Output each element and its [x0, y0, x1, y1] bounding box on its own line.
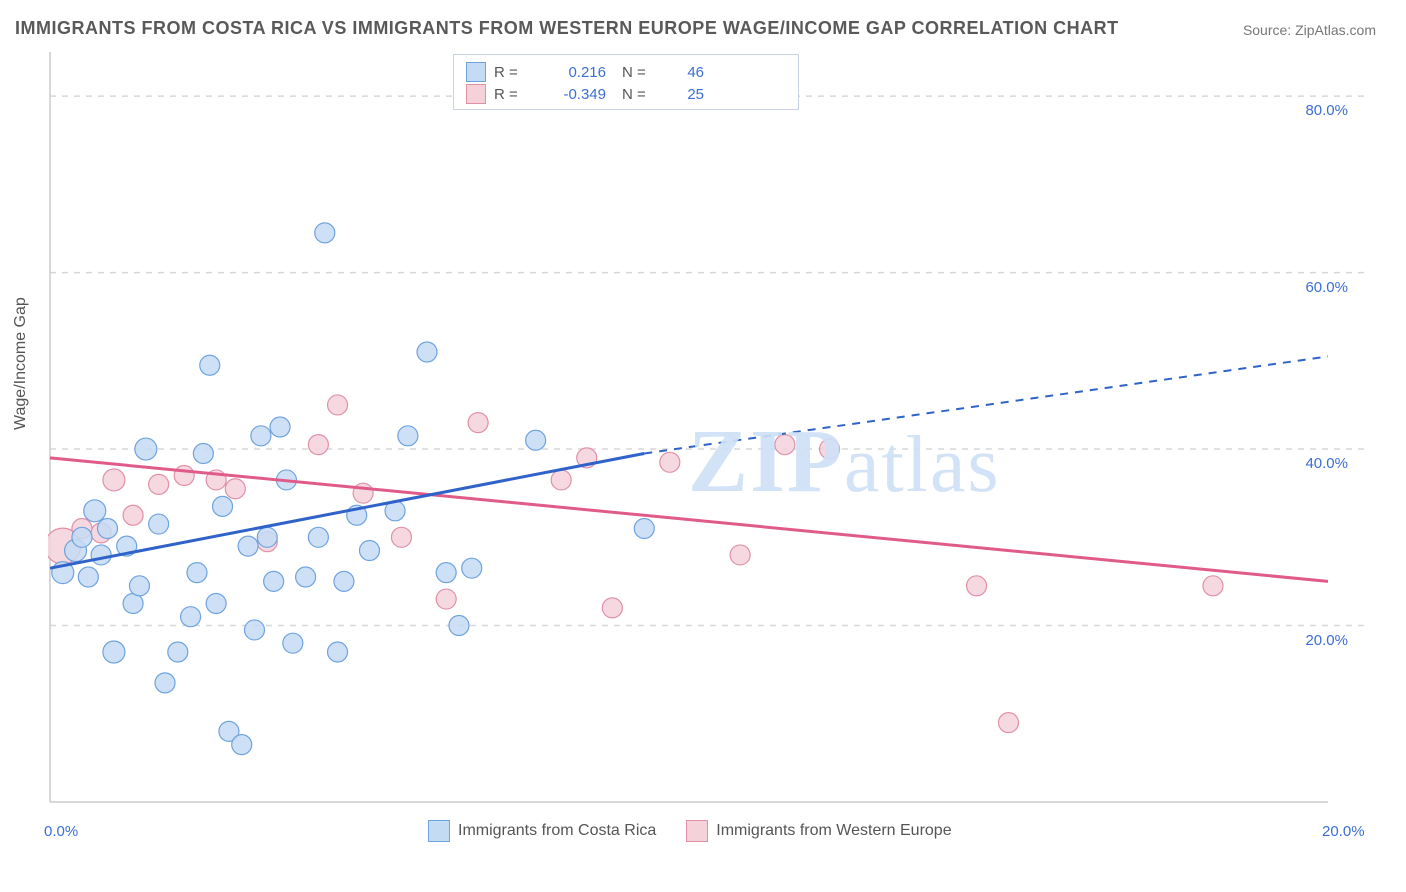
scatter-point	[999, 713, 1019, 733]
scatter-plot	[48, 50, 1368, 830]
scatter-point	[225, 479, 245, 499]
x-tick-label: 0.0%	[44, 823, 78, 840]
scatter-point	[244, 620, 264, 640]
scatter-point	[174, 466, 194, 486]
scatter-point	[308, 527, 328, 547]
legend-series: Immigrants from Costa Rica Immigrants fr…	[428, 820, 952, 842]
legend-correlation: R = 0.216 N = 46 R = -0.349 N = 25	[453, 54, 799, 110]
scatter-point	[449, 616, 469, 636]
y-tick-label: 60.0%	[1305, 279, 1348, 296]
scatter-point	[334, 571, 354, 591]
scatter-point	[72, 527, 92, 547]
chart-frame: ZIPatlas R = 0.216 N = 46 R = -0.349 N =…	[48, 50, 1368, 830]
scatter-point	[238, 536, 258, 556]
scatter-point	[103, 469, 125, 491]
y-axis-label: Wage/Income Gap	[12, 297, 30, 430]
scatter-point	[257, 527, 277, 547]
legend-label: Immigrants from Costa Rica	[458, 822, 656, 840]
scatter-point	[251, 426, 271, 446]
scatter-point	[308, 435, 328, 455]
scatter-point	[123, 593, 143, 613]
legend-n-label: N =	[622, 86, 656, 103]
scatter-point	[135, 438, 157, 460]
legend-r-value: -0.349	[536, 86, 606, 103]
scatter-point	[200, 355, 220, 375]
scatter-point	[187, 563, 207, 583]
scatter-point	[149, 514, 169, 534]
scatter-point	[360, 541, 380, 561]
scatter-point	[283, 633, 303, 653]
y-tick-label: 80.0%	[1305, 102, 1348, 119]
scatter-point	[328, 642, 348, 662]
scatter-point	[775, 435, 795, 455]
scatter-point	[168, 642, 188, 662]
scatter-point	[398, 426, 418, 446]
scatter-point	[436, 563, 456, 583]
scatter-point	[103, 641, 125, 663]
scatter-point	[328, 395, 348, 415]
scatter-point	[417, 342, 437, 362]
scatter-point	[98, 518, 118, 538]
scatter-point	[660, 452, 680, 472]
legend-n-value: 46	[664, 64, 704, 81]
legend-n-value: 25	[664, 86, 704, 103]
scatter-point	[1203, 576, 1223, 596]
scatter-point	[391, 527, 411, 547]
scatter-point	[730, 545, 750, 565]
scatter-point	[462, 558, 482, 578]
scatter-point	[967, 576, 987, 596]
legend-r-label: R =	[494, 64, 528, 81]
scatter-point	[91, 545, 111, 565]
legend-item: Immigrants from Western Europe	[686, 820, 951, 842]
scatter-point	[264, 571, 284, 591]
legend-swatch	[686, 820, 708, 842]
legend-swatch	[466, 84, 486, 104]
scatter-point	[78, 567, 98, 587]
scatter-point	[634, 518, 654, 538]
scatter-point	[181, 607, 201, 627]
scatter-point	[193, 443, 213, 463]
legend-r-value: 0.216	[536, 64, 606, 81]
y-tick-label: 40.0%	[1305, 455, 1348, 472]
y-tick-label: 20.0%	[1305, 632, 1348, 649]
scatter-point	[315, 223, 335, 243]
legend-row: R = -0.349 N = 25	[466, 83, 786, 105]
source-label: Source: ZipAtlas.com	[1243, 22, 1376, 38]
scatter-point	[270, 417, 290, 437]
scatter-point	[296, 567, 316, 587]
scatter-point	[149, 474, 169, 494]
scatter-point	[602, 598, 622, 618]
x-tick-label: 20.0%	[1322, 823, 1365, 840]
legend-item: Immigrants from Costa Rica	[428, 820, 656, 842]
scatter-point	[526, 430, 546, 450]
scatter-point	[129, 576, 149, 596]
trend-line-extrapolated	[644, 356, 1328, 453]
trend-line	[50, 458, 1328, 582]
scatter-point	[84, 500, 106, 522]
legend-swatch	[428, 820, 450, 842]
scatter-point	[551, 470, 571, 490]
legend-swatch	[466, 62, 486, 82]
scatter-point	[213, 496, 233, 516]
chart-title: IMMIGRANTS FROM COSTA RICA VS IMMIGRANTS…	[15, 18, 1119, 39]
scatter-point	[820, 439, 840, 459]
legend-n-label: N =	[622, 64, 656, 81]
legend-r-label: R =	[494, 86, 528, 103]
scatter-point	[436, 589, 456, 609]
scatter-point	[206, 593, 226, 613]
scatter-point	[155, 673, 175, 693]
scatter-point	[468, 413, 488, 433]
legend-label: Immigrants from Western Europe	[716, 822, 951, 840]
scatter-point	[232, 735, 252, 755]
scatter-point	[123, 505, 143, 525]
legend-row: R = 0.216 N = 46	[466, 61, 786, 83]
